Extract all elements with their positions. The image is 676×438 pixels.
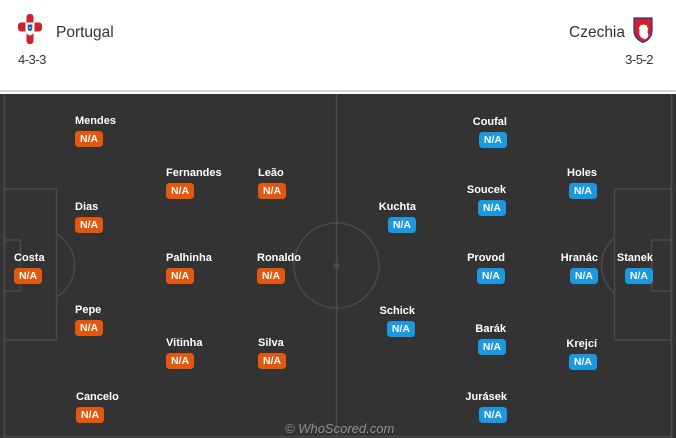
player-name: Pepe xyxy=(75,304,102,316)
player-home[interactable]: Palhinha N/A xyxy=(166,253,212,284)
player-name: Ronaldo xyxy=(257,252,301,264)
player-rating-badge: N/A xyxy=(478,407,507,423)
player-away[interactable]: Holes N/A xyxy=(567,168,597,199)
player-away[interactable]: Schick N/A xyxy=(380,306,415,337)
player-rating-badge: N/A xyxy=(476,268,505,284)
player-rating-badge: N/A xyxy=(387,217,416,233)
player-home[interactable]: Leão N/A xyxy=(258,167,287,199)
pitch: © WhoScored.com Costa N/A Mendes N/A Dias N/A… xyxy=(0,94,676,438)
whoscored-watermark: © WhoScored.com xyxy=(285,421,395,436)
player-rating-badge: N/A xyxy=(258,183,287,199)
player-name: Mendes xyxy=(75,115,116,127)
player-rating-badge: N/A xyxy=(477,339,506,355)
away-team-name: Czechia xyxy=(569,24,625,41)
player-home[interactable]: Pepe N/A xyxy=(75,304,104,336)
player-rating-badge: N/A xyxy=(76,407,105,423)
header-divider xyxy=(0,90,676,92)
player-name: Dias xyxy=(75,201,99,213)
player-name: Fernandes xyxy=(166,167,222,179)
player-away[interactable]: Hranác N/A xyxy=(561,253,598,284)
player-rating-badge: N/A xyxy=(478,132,507,148)
player-away[interactable]: Jurásek N/A xyxy=(465,392,507,423)
player-name: Costa xyxy=(14,252,45,264)
player-name: Krejcí xyxy=(566,338,597,350)
player-rating-badge: N/A xyxy=(624,268,653,284)
player-rating-badge: N/A xyxy=(568,354,597,370)
player-name: Soucek xyxy=(466,184,506,196)
player-away[interactable]: Krejcí N/A xyxy=(566,339,597,370)
home-formation: 4-3-3 xyxy=(18,52,46,67)
player-away[interactable]: Stanek N/A xyxy=(617,253,653,284)
player-home[interactable]: Costa N/A xyxy=(14,253,45,284)
pitch-markings xyxy=(3,94,673,438)
player-away[interactable]: Provod N/A xyxy=(467,253,505,284)
player-name: Provod xyxy=(467,252,505,264)
player-name: Cancelo xyxy=(76,391,119,403)
player-rating-badge: N/A xyxy=(75,320,104,336)
player-rating-badge: N/A xyxy=(75,217,104,233)
player-name: Leão xyxy=(258,167,284,179)
player-rating-badge: N/A xyxy=(166,268,195,284)
player-home[interactable]: Mendes N/A xyxy=(75,116,116,147)
player-rating-badge: N/A xyxy=(166,353,195,369)
player-home[interactable]: Cancelo N/A xyxy=(76,392,119,423)
czechia-crest-icon xyxy=(633,17,653,49)
player-away[interactable]: Kuchta N/A xyxy=(379,202,416,233)
player-rating-badge: N/A xyxy=(258,353,287,369)
player-rating-badge: N/A xyxy=(568,183,597,199)
portugal-crest-icon xyxy=(18,14,42,49)
player-name: Barák xyxy=(475,323,506,335)
player-name: Holes xyxy=(567,167,597,179)
player-name: Stanek xyxy=(616,252,653,264)
player-name: Kuchta xyxy=(378,201,416,213)
player-away[interactable]: Soucek N/A xyxy=(467,185,506,216)
player-rating-badge: N/A xyxy=(386,321,415,337)
player-home[interactable]: Fernandes N/A xyxy=(166,168,222,199)
away-formation: 3-5-2 xyxy=(625,52,653,67)
lineups-header: Portugal 4-3-3 Czechia 3-5-2 xyxy=(0,0,676,94)
player-rating-badge: N/A xyxy=(75,131,104,147)
player-name: Silva xyxy=(258,337,284,349)
player-name: Palhinha xyxy=(166,252,212,264)
player-away[interactable]: Coufal N/A xyxy=(473,117,507,148)
player-home[interactable]: Vitinha N/A xyxy=(166,338,202,369)
player-name: Coufal xyxy=(472,116,507,128)
player-away[interactable]: Barák N/A xyxy=(475,324,506,355)
player-name: Hranác xyxy=(560,252,598,264)
home-team-name: Portugal xyxy=(56,24,114,41)
player-home[interactable]: Ronaldo N/A xyxy=(257,253,301,284)
player-rating-badge: N/A xyxy=(166,183,195,199)
player-rating-badge: N/A xyxy=(477,200,506,216)
player-name: Vitinha xyxy=(166,337,203,349)
player-rating-badge: N/A xyxy=(569,268,598,284)
player-rating-badge: N/A xyxy=(257,268,286,284)
player-name: Jurásek xyxy=(465,391,507,403)
player-name: Schick xyxy=(379,305,415,317)
player-home[interactable]: Silva N/A xyxy=(258,337,287,369)
player-home[interactable]: Dias N/A xyxy=(75,201,104,233)
player-rating-badge: N/A xyxy=(14,268,43,284)
